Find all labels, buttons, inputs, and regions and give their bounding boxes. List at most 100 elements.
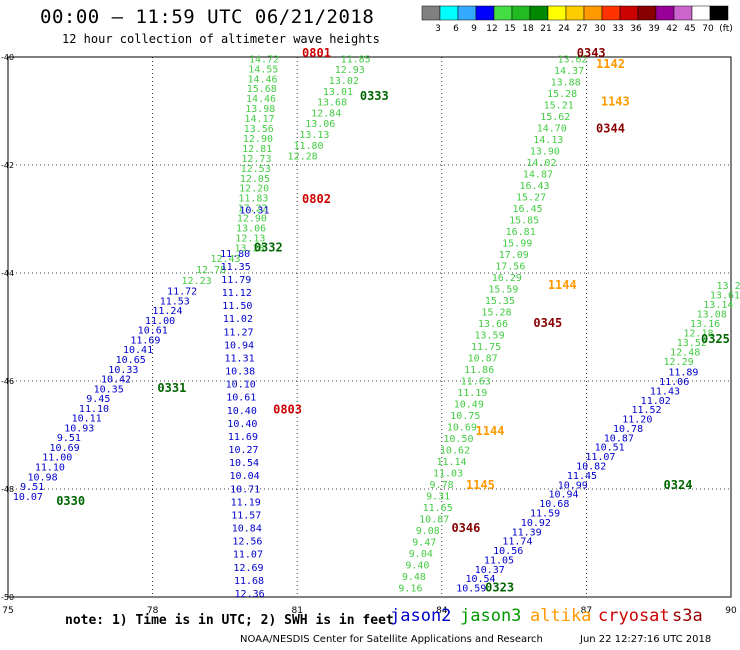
wave-height-value: 10.71 [230, 484, 260, 495]
wave-height-value: 15.28 [547, 89, 577, 100]
color-scale-tick: 39 [648, 24, 660, 34]
color-scale-tick: 27 [576, 24, 587, 34]
wave-height-value: 13.68 [317, 98, 347, 109]
wave-height-value: 15.21 [544, 100, 574, 111]
color-scale-tick: 70 [702, 24, 714, 34]
wave-height-value: 9.51 [20, 482, 44, 493]
wave-height-value: 12.48 [670, 347, 700, 358]
color-scale-tick: 33 [612, 24, 623, 34]
wave-height-value: 10.49 [454, 400, 484, 411]
lat-tick-label: -48 [1, 485, 14, 494]
pass-time-label: 0344 [596, 122, 625, 136]
wave-height-value: 13.16 [690, 319, 720, 330]
wave-height-value: 16.81 [506, 227, 536, 238]
wave-height-value: 10.54 [465, 574, 495, 585]
pass-time-label: 0324 [664, 478, 693, 492]
pass-time-label: 0346 [451, 521, 480, 535]
wave-height-value: 11.89 [668, 368, 698, 379]
wave-height-value: 11.74 [502, 537, 532, 548]
color-scale-tick: 18 [522, 24, 534, 34]
wave-height-value: 11.31 [225, 353, 255, 364]
lon-tick-label: 90 [725, 606, 737, 616]
wave-height-value: 12.43 [210, 254, 240, 265]
wave-height-value: 12.05 [240, 174, 270, 185]
wave-height-value: 11.00 [42, 453, 72, 464]
wave-height-value: 13.98 [245, 104, 275, 115]
wave-height-value: 10.61 [138, 326, 168, 337]
wave-height-value: 12.93 [335, 65, 365, 76]
wave-height-value: 14.46 [247, 74, 277, 85]
wave-height-value: 11.43 [650, 386, 680, 397]
wave-height-value: 12.53 [241, 164, 271, 175]
wave-height-value: 10.42 [101, 375, 131, 386]
wave-height-value: 12.90 [237, 214, 267, 225]
pass-time-label: 1143 [601, 95, 630, 109]
lon-tick-label: 75 [2, 606, 13, 616]
wave-height-value: 10.11 [72, 414, 102, 425]
wave-height-value: 14.17 [244, 114, 274, 125]
wave-height-value: 15.28 [481, 307, 511, 318]
wave-height-value: 11.07 [585, 452, 615, 463]
wave-height-value: 13.02 [329, 76, 359, 87]
pass-time-label: 0801 [302, 46, 331, 60]
pass-time-label: 0332 [254, 240, 283, 254]
wave-height-value: 10.07 [13, 492, 43, 503]
wave-height-value: 12.69 [233, 563, 263, 574]
wave-height-value: 10.10 [226, 380, 256, 391]
wave-height-value: 13.08 [697, 310, 727, 321]
lon-tick-label: 84 [436, 606, 448, 616]
wave-height-value: 9.16 [398, 584, 422, 595]
wave-height-value: 12.73 [241, 154, 271, 165]
wave-height-value: 12.36 [235, 589, 265, 600]
wave-height-value: 10.41 [123, 345, 153, 356]
wave-height-value: 10.27 [228, 445, 258, 456]
wave-height-value: 17.56 [495, 261, 525, 272]
wave-height-value: 17.09 [499, 250, 529, 261]
wave-height-value: 15.59 [488, 284, 518, 295]
color-scale-tick: 42 [666, 24, 677, 34]
wave-height-value: 13.06 [236, 224, 266, 235]
pass-time-label: 0331 [157, 381, 186, 395]
wave-height-value: 14.46 [246, 94, 276, 105]
wave-height-value: 11.75 [471, 342, 501, 353]
wave-height-value: 12.23 [182, 276, 212, 287]
wave-height-value: 9.45 [86, 394, 110, 405]
wave-height-value: 14.55 [248, 64, 278, 75]
color-scale-tick: 3 [435, 24, 441, 34]
color-swatch [709, 5, 729, 21]
wave-height-value: 11.19 [457, 388, 487, 399]
wave-height-value: 11.20 [622, 415, 652, 426]
wave-height-value: 10.54 [229, 458, 259, 469]
pass-time-label: 1145 [466, 478, 495, 492]
wave-height-value: 10.04 [230, 471, 260, 482]
wave-height-value: 11.50 [222, 301, 252, 312]
footnote: note: 1) Time is in UTC; 2) SWH is in fe… [65, 613, 394, 628]
wave-height-value: 11.69 [130, 335, 160, 346]
map-frame [7, 56, 732, 598]
credit-line: NOAA/NESDIS Center for Satellite Applica… [240, 634, 543, 645]
wave-height-value: 12.81 [242, 144, 272, 155]
wave-height-value: 16.43 [519, 181, 549, 192]
wave-height-value: 11.02 [223, 314, 253, 325]
wave-height-value: 9.48 [402, 572, 426, 583]
wave-height-value: 14.70 [537, 123, 567, 134]
wave-height-value: 10.33 [108, 365, 138, 376]
wave-height-value: 11.57 [231, 510, 261, 521]
pass-time-label: 0345 [533, 316, 562, 330]
wave-height-value: 10.98 [28, 472, 58, 483]
wave-height-value: 14.13 [533, 135, 563, 146]
wave-height-value: 11.65 [423, 503, 453, 514]
wave-height-value: 10.35 [94, 384, 124, 395]
wave-height-value: 11.05 [484, 555, 514, 566]
pass-time-label: 0802 [302, 192, 331, 206]
wave-height-value: 10.59 [456, 584, 486, 595]
wave-height-value: 11.12 [222, 288, 252, 299]
wave-height-value: 11.85 [341, 54, 371, 65]
lat-tick-label: -50 [1, 593, 14, 602]
wave-height-value: 11.59 [530, 508, 560, 519]
wave-height-value: 14.87 [523, 169, 553, 180]
pass-time-label: 1144 [548, 278, 577, 292]
lat-tick-label: -42 [1, 161, 14, 170]
wave-height-value: 10.38 [225, 367, 255, 378]
wave-height-value: 10.87 [468, 354, 498, 365]
